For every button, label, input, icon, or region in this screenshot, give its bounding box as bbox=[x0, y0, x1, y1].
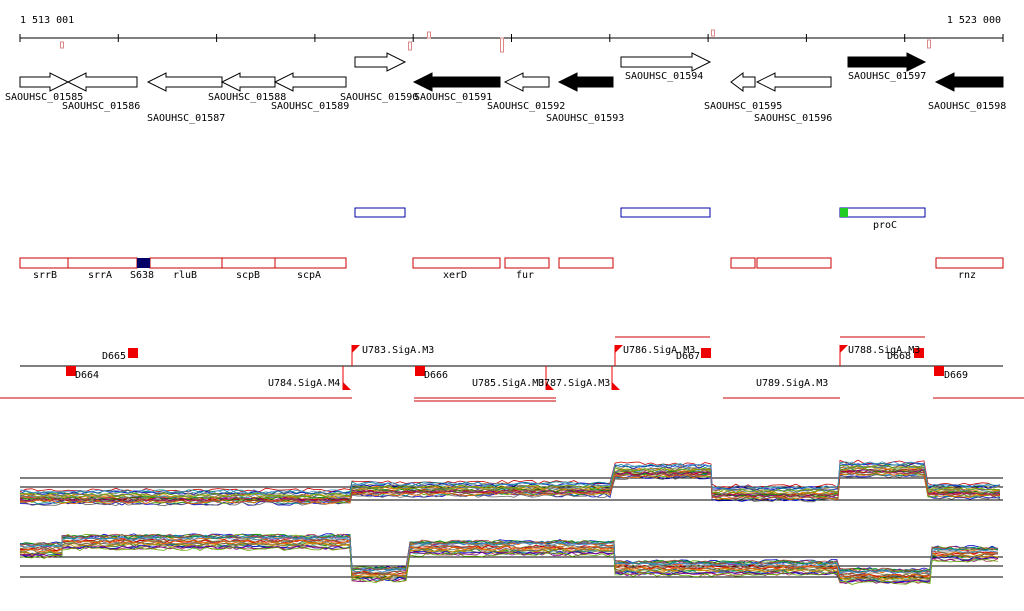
promoter-label: D664 bbox=[75, 370, 99, 381]
feature-label: fur bbox=[516, 270, 534, 281]
ruler-marker bbox=[408, 41, 412, 51]
promoter-label: D668 bbox=[887, 351, 911, 362]
ruler-marker bbox=[500, 37, 504, 53]
operon-box bbox=[839, 207, 926, 218]
gene-label: SAOUHSC_01597 bbox=[848, 71, 926, 82]
promoter-label: U787.SigA.M3 bbox=[538, 378, 610, 389]
feature-box-highlight bbox=[137, 258, 150, 268]
expression-trace bbox=[19, 471, 1001, 504]
expression-trace bbox=[19, 533, 999, 573]
promoter-box bbox=[128, 348, 138, 358]
promoter-label: U788.SigA.M3 bbox=[848, 345, 920, 356]
promoter-label: D665 bbox=[102, 351, 126, 362]
feature-box bbox=[274, 257, 347, 269]
operon-label: proC bbox=[873, 220, 897, 231]
feature-label: rluB bbox=[173, 270, 197, 281]
promoter-flag bbox=[840, 345, 848, 353]
gene-label: SAOUHSC_01595 bbox=[704, 101, 782, 112]
gene-arrow bbox=[847, 52, 927, 72]
gene-arrow bbox=[412, 72, 501, 92]
gene-label: SAOUHSC_01596 bbox=[754, 113, 832, 124]
expression-trace bbox=[19, 464, 1001, 498]
feature-label: xerD bbox=[443, 270, 467, 281]
ruler-marker bbox=[60, 41, 64, 49]
gene-label: SAOUHSC_01598 bbox=[928, 101, 1006, 112]
gene-arrow bbox=[557, 72, 614, 92]
expression-trace bbox=[20, 540, 999, 580]
ruler-end: 1 523 000 bbox=[947, 15, 1001, 26]
feature-box bbox=[67, 257, 138, 269]
gene-arrow bbox=[220, 72, 276, 92]
gene-label: SAOUHSC_01585 bbox=[5, 92, 83, 103]
promoter-label: D666 bbox=[424, 370, 448, 381]
feature-box bbox=[412, 257, 501, 269]
gene-label: SAOUHSC_01587 bbox=[147, 113, 225, 124]
operon-box bbox=[620, 207, 711, 218]
feature-label: scpB bbox=[236, 270, 260, 281]
gene-arrow bbox=[730, 72, 756, 92]
expression-trace bbox=[19, 546, 999, 585]
gene-arrow bbox=[146, 72, 223, 92]
ruler-marker bbox=[711, 29, 715, 37]
feature-label: S638 bbox=[130, 270, 154, 281]
gene-label: SAOUHSC_01591 bbox=[414, 92, 492, 103]
gene-arrow bbox=[620, 52, 712, 72]
promoter-flag bbox=[352, 345, 360, 353]
feature-label: scpA bbox=[297, 270, 321, 281]
expression-trace bbox=[19, 536, 999, 576]
promoter-label: U789.SigA.M3 bbox=[756, 378, 828, 389]
gene-label: SAOUHSC_01586 bbox=[62, 101, 140, 112]
promoter-box bbox=[914, 348, 924, 358]
gene-arrow bbox=[19, 72, 70, 92]
feature-box bbox=[756, 257, 832, 269]
feature-box bbox=[504, 257, 550, 269]
promoter-flag bbox=[615, 345, 623, 353]
promoter-box bbox=[66, 366, 76, 376]
promoter-flag bbox=[546, 382, 554, 390]
operon-start bbox=[840, 208, 848, 217]
promoter-label: U785.SigA.M3 bbox=[472, 378, 544, 389]
gene-label: SAOUHSC_01594 bbox=[625, 71, 703, 82]
feature-box bbox=[558, 257, 614, 269]
gene-arrow bbox=[66, 72, 138, 92]
gene-label: SAOUHSC_01589 bbox=[271, 101, 349, 112]
promoter-label: D667 bbox=[676, 351, 700, 362]
promoter-box bbox=[701, 348, 711, 358]
promoter-label: U783.SigA.M3 bbox=[362, 345, 434, 356]
feature-label: rnz bbox=[958, 270, 976, 281]
feature-box bbox=[149, 257, 223, 269]
feature-box bbox=[730, 257, 756, 269]
expression-trace bbox=[19, 539, 999, 579]
promoter-label: U786.SigA.M3 bbox=[623, 345, 695, 356]
ruler-marker bbox=[427, 31, 431, 39]
promoter-label: D669 bbox=[944, 370, 968, 381]
operon-box bbox=[354, 207, 406, 218]
gene-arrow bbox=[503, 72, 550, 92]
expression-trace bbox=[19, 461, 1001, 495]
gene-label: SAOUHSC_01593 bbox=[546, 113, 624, 124]
feature-label: srrA bbox=[88, 270, 112, 281]
promoter-flag bbox=[343, 382, 351, 390]
ruler-start: 1 513 001 bbox=[20, 15, 74, 26]
feature-box bbox=[221, 257, 276, 269]
gene-label: SAOUHSC_01592 bbox=[487, 101, 565, 112]
promoter-label: U784.SigA.M4 bbox=[268, 378, 340, 389]
gene-label: SAOUHSC_01588 bbox=[208, 92, 286, 103]
gene-arrow bbox=[934, 72, 1004, 92]
feature-box bbox=[935, 257, 1004, 269]
gene-arrow bbox=[273, 72, 347, 92]
gene-label: SAOUHSC_01590 bbox=[340, 92, 418, 103]
feature-box bbox=[19, 257, 69, 269]
promoter-flag bbox=[612, 382, 620, 390]
gene-arrow bbox=[354, 52, 407, 72]
feature-label: srrB bbox=[33, 270, 57, 281]
ruler-marker bbox=[927, 39, 931, 49]
promoter-box bbox=[415, 366, 425, 376]
gene-arrow bbox=[755, 72, 832, 92]
promoter-box bbox=[934, 366, 944, 376]
